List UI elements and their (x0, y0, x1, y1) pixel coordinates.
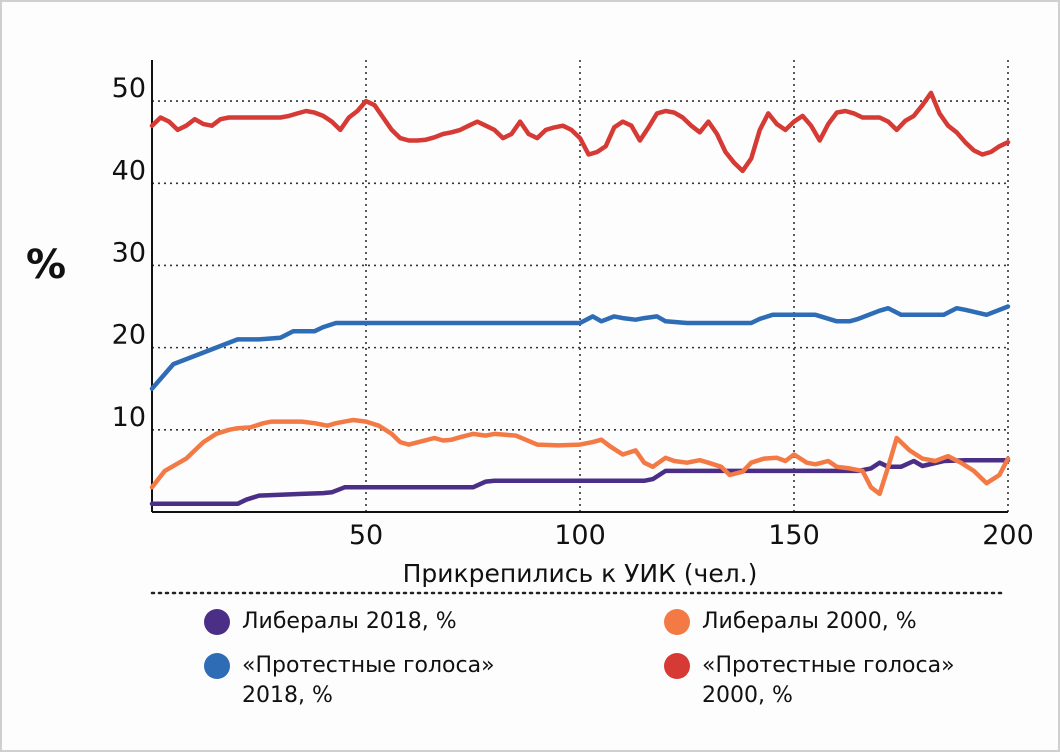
y-tick-label: 50 (112, 73, 146, 104)
legend-item-liberals-2000: Либералы 2000, % (664, 607, 917, 637)
y-tick-label: 10 (112, 402, 146, 433)
legend-item-protest-2000: «Протестные голоса» 2000, % (664, 651, 955, 711)
tick-labels: 10 20 30 40 50 50 100 150 200 (112, 73, 1034, 551)
legend-label: Либералы 2018, % (242, 609, 457, 634)
axes (151, 60, 1008, 513)
legend-item-liberals-2018: Либералы 2018, % (204, 607, 457, 637)
x-tick-label: 200 (982, 520, 1034, 551)
series-line-3 (149, 90, 1011, 174)
y-tick-label: 20 (112, 320, 146, 351)
series-line-0 (149, 457, 1011, 507)
y-tick-label: 40 (112, 155, 146, 186)
y-axis-label: % (26, 242, 66, 288)
y-tick-label: 30 (112, 237, 146, 268)
series-lines (149, 90, 1011, 507)
legend-swatch (664, 653, 690, 679)
legend-swatch (664, 609, 690, 635)
x-tick-label: 50 (349, 520, 383, 551)
legend-swatch (204, 609, 230, 635)
series-line-1 (149, 417, 1011, 497)
legend-label: «Протестные голоса» 2000, % (702, 653, 955, 708)
x-axis-label: Прикрепились к УИК (чел.) (403, 559, 758, 588)
legend-item-protest-2018: «Протестные голоса» 2018, % (204, 651, 495, 711)
grid-lines (152, 60, 1009, 512)
x-tick-label: 150 (768, 520, 820, 551)
x-tick-label: 100 (554, 520, 606, 551)
legend-swatch (204, 653, 230, 679)
series-line-2 (149, 304, 1011, 391)
legend-label: Либералы 2000, % (702, 609, 917, 634)
legend-label: «Протестные голоса» 2018, % (242, 653, 495, 708)
